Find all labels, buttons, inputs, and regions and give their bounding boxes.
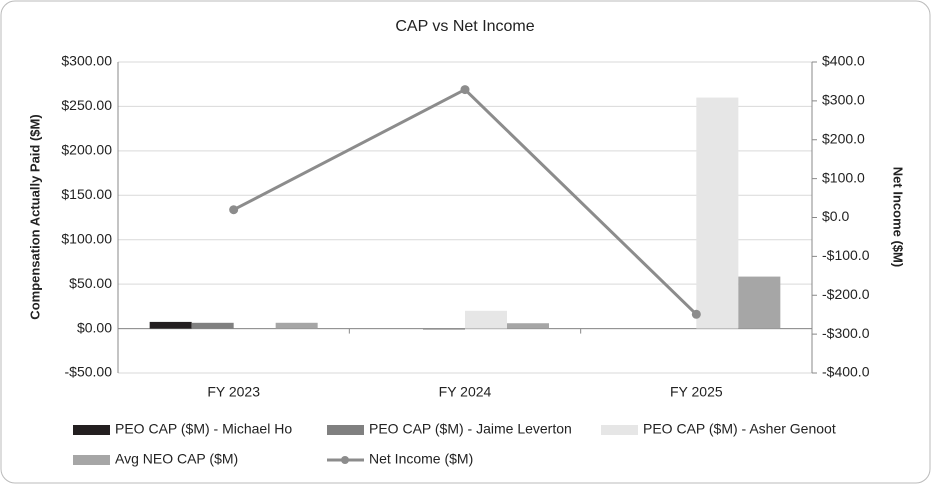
legend-label: Net Income ($M) [369,451,473,467]
legend-marker [341,456,349,464]
y2-tick-label: -$200.0 [822,286,870,302]
y2-tick-label: -$300.0 [822,325,870,341]
y2-tick-label: -$100.0 [822,247,870,263]
y2-tick-label: $100.0 [822,169,865,185]
y-axis-title: Compensation Actually Paid ($M) [27,114,42,319]
bar [149,321,192,329]
legend-swatch [601,425,638,435]
y2-axis-title: Net Income ($M) [891,167,906,267]
bar [191,322,234,329]
legend-swatch [73,455,110,465]
y-tick-label: $250.00 [61,97,112,113]
y-tick-label: $150.00 [61,186,112,202]
bar [738,276,781,329]
y-tick-label: $200.00 [61,142,112,158]
legend-label: PEO CAP ($M) - Michael Ho [115,421,292,437]
y2-tick-label: -$400.0 [822,364,870,380]
y-tick-label: -$50.00 [65,364,113,380]
bar [696,97,739,329]
y2-tick-label: $0.0 [822,208,849,224]
y2-tick-label: $200.0 [822,130,865,146]
y-tick-label: $50.00 [69,275,112,291]
x-tick-label: FY 2024 [439,384,492,400]
y2-tick-label: $400.0 [822,53,865,69]
x-tick-label: FY 2023 [207,384,260,400]
y-tick-label: $0.00 [77,319,112,335]
chart-title: CAP vs Net Income [395,18,534,35]
line-marker [691,309,701,319]
y2-tick-label: $300.0 [822,92,865,108]
legend-swatch [327,425,364,435]
x-tick-label: FY 2025 [670,384,723,400]
legend-label: PEO CAP ($M) - Jaime Leverton [369,421,572,437]
y-tick-label: $300.00 [61,53,112,69]
bar [465,310,507,329]
bar [507,323,549,329]
line-marker [460,85,470,95]
legend-label: PEO CAP ($M) - Asher Genoot [643,421,836,437]
legend-label: Avg NEO CAP ($M) [115,451,238,467]
bar [275,322,318,329]
legend-swatch [73,425,110,435]
line-marker [229,205,239,215]
bar [423,328,465,330]
y-tick-label: $100.00 [61,230,112,246]
